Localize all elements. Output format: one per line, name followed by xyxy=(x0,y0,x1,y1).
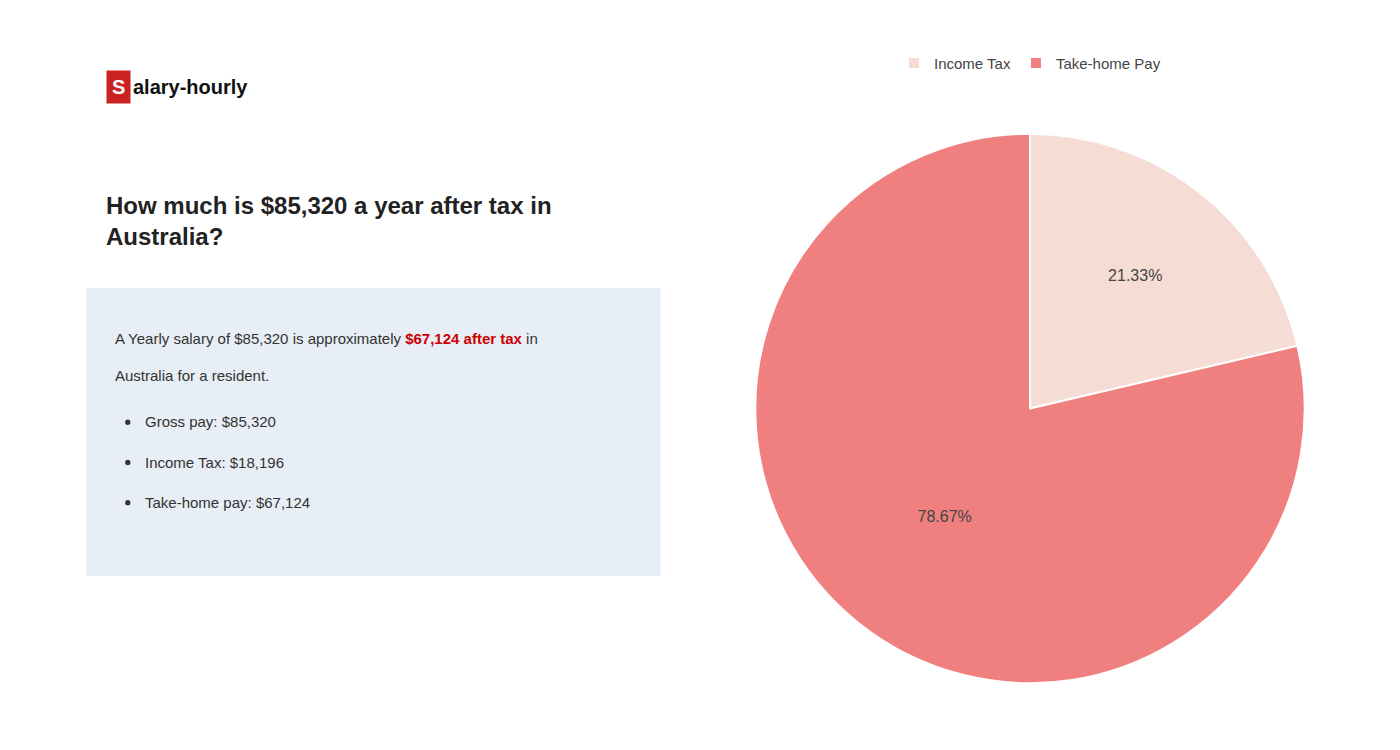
svg-text:Income Tax: Income Tax xyxy=(934,55,1011,72)
svg-text:Take-home pay: $67,124: Take-home pay: $67,124 xyxy=(145,494,310,511)
svg-text:S: S xyxy=(112,76,125,98)
svg-text:How much is $85,320 a year aft: How much is $85,320 a year after tax inA… xyxy=(106,192,552,250)
svg-text:78.67%: 78.67% xyxy=(918,508,972,525)
svg-text:A Yearly salary of $85,320 is: A Yearly salary of $85,320 is approximat… xyxy=(115,330,538,347)
svg-text:alary-hourly: alary-hourly xyxy=(133,76,248,98)
svg-text:Income Tax: $18,196: Income Tax: $18,196 xyxy=(145,454,284,471)
svg-text:Take-home Pay: Take-home Pay xyxy=(1056,55,1161,72)
svg-text:21.33%: 21.33% xyxy=(1108,267,1162,284)
svg-text:Australia for a resident.: Australia for a resident. xyxy=(115,367,269,384)
svg-text:Gross pay: $85,320: Gross pay: $85,320 xyxy=(145,413,276,430)
